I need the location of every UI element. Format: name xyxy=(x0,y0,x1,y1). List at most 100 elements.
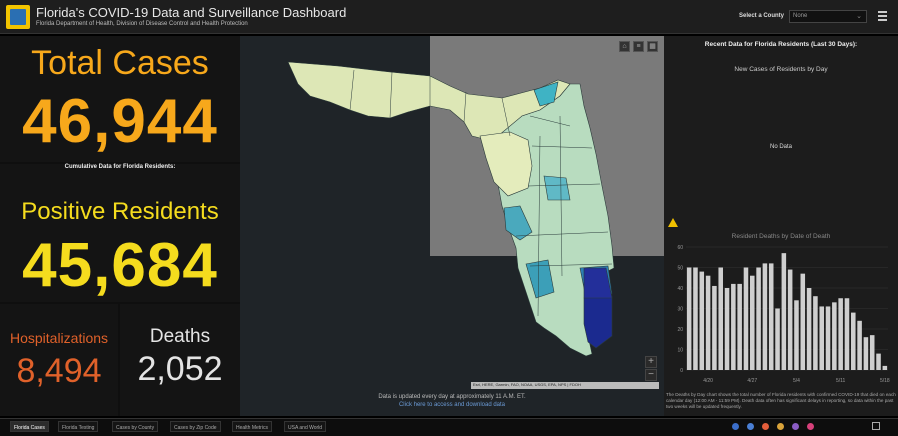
basemap-icon[interactable]: ▦ xyxy=(647,41,658,52)
total-cases-label: Total Cases xyxy=(31,44,209,82)
deaths-chart-title: Resident Deaths by Date of Death xyxy=(731,233,831,240)
deaths-bar[interactable] xyxy=(794,300,799,370)
y-tick-label: 50 xyxy=(677,266,683,272)
expand-icon[interactable] xyxy=(872,422,880,430)
florida-county-map[interactable] xyxy=(240,36,664,416)
map-region-miami-dade xyxy=(583,295,613,349)
fdoh-logo xyxy=(6,5,30,29)
map-region-orlando xyxy=(543,175,571,201)
layers-icon[interactable]: ≡ xyxy=(633,41,644,52)
deaths-bar[interactable] xyxy=(825,306,831,370)
deaths-label: Deaths xyxy=(149,326,211,347)
warning-icon xyxy=(668,218,678,227)
deaths-value: 2,052 xyxy=(137,350,223,388)
total-cases-value: 46,944 xyxy=(22,87,218,156)
deaths-bar[interactable] xyxy=(844,298,850,370)
header-bar: Florida's COVID-19 Data and Surveillance… xyxy=(0,0,898,34)
deaths-bar[interactable] xyxy=(781,253,787,370)
y-tick-label: 10 xyxy=(677,348,683,354)
tab-usa-and-world[interactable]: USA and World xyxy=(284,421,327,432)
total-cases-card: Total Cases 46,944 xyxy=(0,36,240,162)
county-select[interactable]: None ⌄ xyxy=(789,10,867,23)
deaths-bar[interactable] xyxy=(838,298,843,370)
deaths-bar[interactable] xyxy=(724,288,730,370)
tab-cases-by-zip[interactable]: Cases by Zip Code xyxy=(170,421,221,432)
deaths-bar[interactable] xyxy=(750,275,755,370)
deaths-bar[interactable] xyxy=(800,273,806,370)
county-select-value: None xyxy=(793,13,808,19)
deaths-bar[interactable] xyxy=(731,283,736,370)
menu-icon[interactable] xyxy=(878,11,887,21)
positive-residents-card: Cumulative Data for Florida Residents: P… xyxy=(0,164,240,302)
share-icon[interactable] xyxy=(747,423,754,430)
deaths-by-day-chart[interactable]: 0 10 20 30 40 50 60 4/20 4/27 5/4 5/11 5/18 xyxy=(668,241,894,388)
recent-data-panel: Recent Data for Florida Residents (Last … xyxy=(664,36,898,416)
app-title: Florida's COVID-19 Data and Surveillance… xyxy=(36,5,347,20)
share-icon[interactable] xyxy=(762,423,769,430)
y-tick-label: 30 xyxy=(677,307,683,313)
share-icon[interactable] xyxy=(732,423,739,430)
share-icon[interactable] xyxy=(807,423,814,430)
app-subtitle: Florida Department of Health, Division o… xyxy=(36,21,248,27)
share-icon[interactable] xyxy=(792,423,799,430)
deaths-bar[interactable] xyxy=(712,285,717,370)
tab-cases-by-county[interactable]: Cases by County xyxy=(112,421,159,432)
deaths-bar[interactable] xyxy=(819,306,824,370)
deaths-bar[interactable] xyxy=(693,267,698,371)
positive-residents-label: Positive Residents xyxy=(21,198,219,225)
tab-florida-testing[interactable]: Florida Testing xyxy=(58,421,99,432)
map-region-north-central xyxy=(479,131,533,197)
y-tick-label: 40 xyxy=(677,286,683,292)
zoom-in-button[interactable]: + xyxy=(645,356,657,368)
tab-health-metrics[interactable]: Health Metrics xyxy=(232,421,272,432)
deaths-bar[interactable] xyxy=(851,312,856,370)
deaths-bar[interactable] xyxy=(762,263,768,370)
deaths-bar[interactable] xyxy=(876,353,881,370)
hospitalizations-label: Hospitalizations xyxy=(9,330,109,346)
update-note: Data is updated every day at approximate… xyxy=(378,394,526,400)
deaths-bar[interactable] xyxy=(743,267,749,371)
deaths-bar[interactable] xyxy=(699,271,705,370)
map-region-southwest xyxy=(525,259,555,299)
tab-bar: Florida Cases Florida Testing Cases by C… xyxy=(0,418,898,436)
chevron-down-icon: ⌄ xyxy=(856,13,862,20)
hospitalizations-card: Hospitalizations 8,494 xyxy=(0,304,118,416)
cumulative-label: Cumulative Data for Florida Residents: xyxy=(64,164,176,170)
x-tick-label: 5/4 xyxy=(793,378,800,384)
map-region-northeast xyxy=(533,81,559,107)
zoom-out-button[interactable]: − xyxy=(645,369,657,381)
deaths-bar[interactable] xyxy=(857,320,862,370)
deaths-bar[interactable] xyxy=(686,267,692,371)
deaths-bar[interactable] xyxy=(813,296,818,370)
map-region-tampa-bay xyxy=(503,205,533,241)
y-tick-label: 20 xyxy=(677,327,683,333)
deaths-bar[interactable] xyxy=(705,275,711,370)
county-select-label: Select a County xyxy=(739,13,785,19)
deaths-bar[interactable] xyxy=(718,267,723,371)
deaths-bar[interactable] xyxy=(768,263,774,370)
deaths-bar[interactable] xyxy=(806,288,812,370)
stats-panel: Total Cases 46,944 Cumulative Data for F… xyxy=(0,36,240,416)
home-icon[interactable]: ⌂ xyxy=(619,41,630,52)
x-tick-label: 4/20 xyxy=(703,378,713,384)
new-cases-title: New Cases of Residents by Day xyxy=(734,66,828,73)
deaths-bar[interactable] xyxy=(737,283,742,370)
deaths-bar[interactable] xyxy=(869,335,875,370)
new-cases-no-data: No Data xyxy=(769,144,792,150)
tab-florida-cases[interactable]: Florida Cases xyxy=(10,421,49,432)
hospitalizations-value: 8,494 xyxy=(16,352,102,390)
x-tick-label: 5/11 xyxy=(836,378,846,384)
share-icon[interactable] xyxy=(777,423,784,430)
florida-map[interactable]: ⌂ ≡ ▦ + − Esri, HERE, Garmin, FAO, NOAA,… xyxy=(240,36,664,416)
deaths-bar[interactable] xyxy=(863,337,869,370)
y-tick-label: 0 xyxy=(680,368,683,374)
recent-data-title: Recent Data for Florida Residents (Last … xyxy=(704,41,858,48)
deaths-bar[interactable] xyxy=(832,302,837,370)
deaths-chart-disclaimer: The Deaths by Day chart shows the total … xyxy=(666,392,896,409)
deaths-bar[interactable] xyxy=(756,267,761,371)
download-data-link[interactable]: Click here to access and download data xyxy=(398,402,506,408)
deaths-bar[interactable] xyxy=(882,365,888,370)
deaths-bar[interactable] xyxy=(787,269,793,370)
y-tick-label: 60 xyxy=(677,245,683,251)
deaths-bar[interactable] xyxy=(775,308,780,371)
